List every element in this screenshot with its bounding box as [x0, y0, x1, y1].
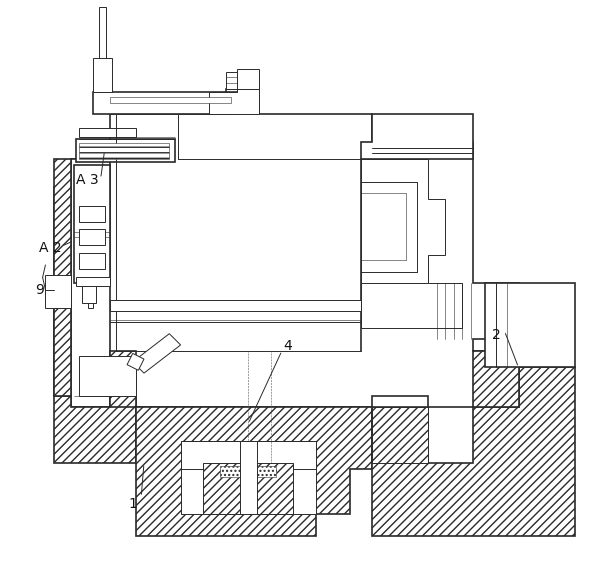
Polygon shape: [110, 97, 231, 103]
Polygon shape: [76, 277, 110, 286]
Polygon shape: [181, 441, 315, 514]
Polygon shape: [485, 283, 575, 367]
Polygon shape: [54, 356, 79, 396]
Polygon shape: [88, 303, 93, 308]
Polygon shape: [220, 466, 276, 477]
Polygon shape: [372, 367, 575, 537]
Polygon shape: [76, 139, 175, 162]
Text: 4: 4: [283, 339, 292, 353]
Polygon shape: [79, 229, 105, 245]
Text: A 2: A 2: [38, 241, 62, 255]
Polygon shape: [71, 159, 110, 407]
Polygon shape: [99, 7, 106, 69]
Polygon shape: [79, 206, 105, 222]
Polygon shape: [127, 353, 144, 370]
Polygon shape: [74, 165, 110, 283]
Polygon shape: [93, 92, 237, 114]
Polygon shape: [93, 58, 112, 92]
Polygon shape: [79, 143, 169, 159]
Polygon shape: [237, 69, 259, 89]
Polygon shape: [71, 89, 518, 407]
Polygon shape: [473, 350, 518, 407]
Polygon shape: [240, 441, 256, 514]
Polygon shape: [54, 396, 136, 463]
Polygon shape: [226, 72, 259, 89]
Polygon shape: [79, 128, 136, 136]
Polygon shape: [46, 275, 71, 308]
Polygon shape: [372, 407, 428, 463]
Polygon shape: [361, 159, 445, 283]
Text: A 3: A 3: [76, 174, 99, 187]
Polygon shape: [203, 463, 294, 514]
Polygon shape: [136, 407, 372, 537]
Polygon shape: [54, 187, 71, 356]
Polygon shape: [133, 334, 181, 373]
Polygon shape: [361, 170, 462, 328]
Polygon shape: [110, 350, 136, 407]
Polygon shape: [110, 300, 361, 311]
Polygon shape: [79, 253, 105, 269]
Text: 9: 9: [35, 283, 44, 297]
Polygon shape: [54, 159, 71, 396]
Polygon shape: [82, 286, 96, 303]
Text: 2: 2: [491, 328, 501, 342]
Polygon shape: [361, 114, 473, 159]
Polygon shape: [209, 89, 259, 114]
Polygon shape: [79, 356, 136, 396]
Text: 1: 1: [128, 497, 137, 511]
